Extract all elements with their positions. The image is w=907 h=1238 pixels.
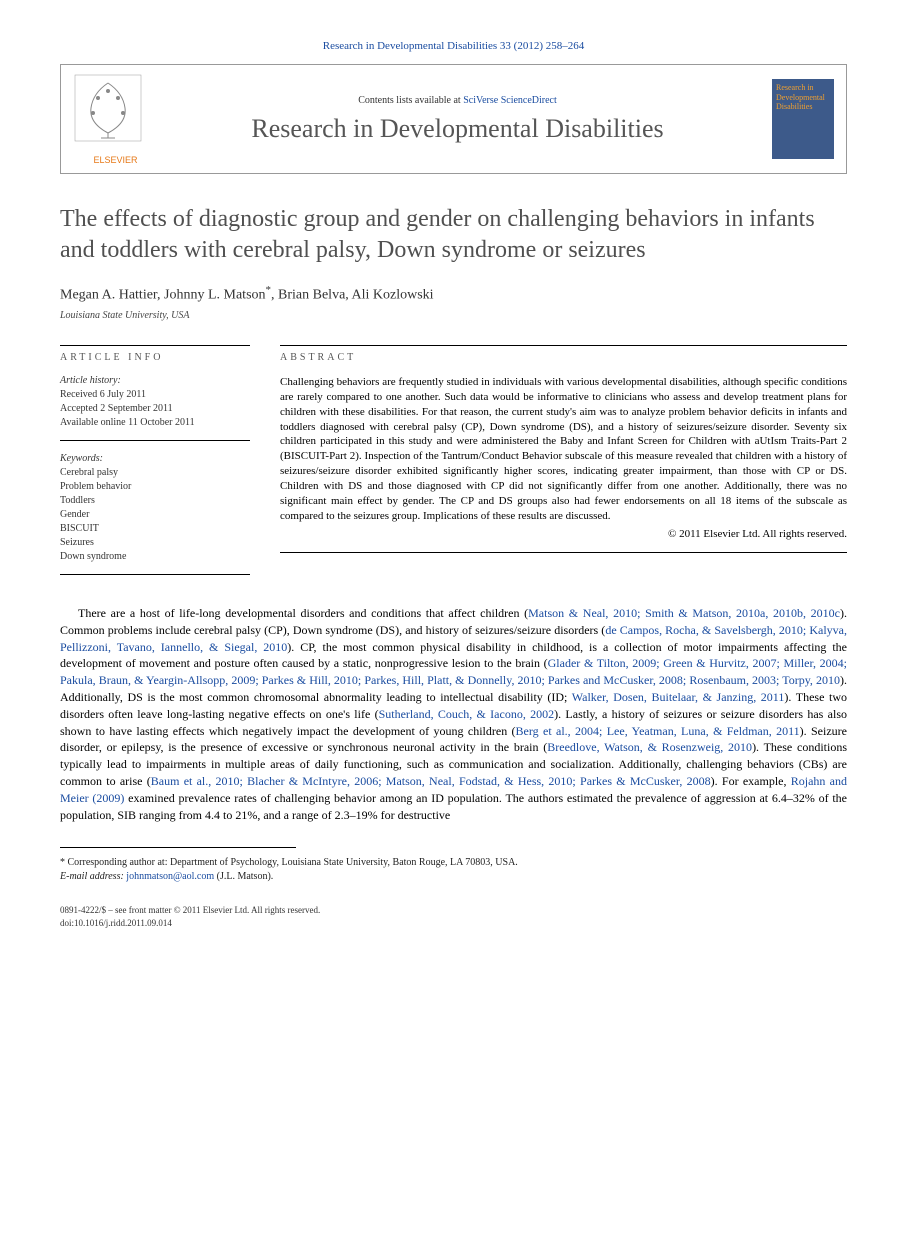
corr-author-address: * Corresponding author at: Department of…	[60, 856, 847, 870]
sciencedirect-link[interactable]: SciVerse ScienceDirect	[463, 95, 557, 106]
contents-prefix: Contents lists available at	[358, 95, 463, 106]
article-history: Article history: Received 6 July 2011 Ac…	[60, 375, 250, 441]
keyword: Seizures	[60, 536, 250, 550]
elsevier-logo-block: ELSEVIER	[73, 73, 158, 165]
keyword: Toddlers	[60, 494, 250, 508]
body-text: ). For example,	[711, 774, 791, 788]
abstract-body: Challenging behaviors are frequently stu…	[280, 376, 847, 522]
received-date: Received 6 July 2011	[60, 388, 250, 402]
journal-header-box: ELSEVIER Contents lists available at Sci…	[60, 64, 847, 174]
keyword: BISCUIT	[60, 522, 250, 536]
keyword: Gender	[60, 508, 250, 522]
journal-cover-thumbnail: Research in Developmental Disabilities	[772, 79, 834, 159]
body-text: examined prevalence rates of challenging…	[60, 791, 847, 822]
history-label: Article history:	[60, 375, 250, 386]
issn-line: 0891-4222/$ – see front matter © 2011 El…	[60, 904, 847, 917]
authors-post: , Brian Belva, Ali Kozlowski	[271, 288, 434, 303]
header-center: Contents lists available at SciVerse Sci…	[158, 95, 757, 144]
affiliation: Louisiana State University, USA	[60, 310, 847, 321]
keywords-block: Keywords: Cerebral palsy Problem behavio…	[60, 453, 250, 575]
abstract-text: Challenging behaviors are frequently stu…	[280, 375, 847, 553]
email-suffix: (J.L. Matson).	[214, 871, 273, 882]
journal-title: Research in Developmental Disabilities	[158, 114, 757, 144]
contents-available-line: Contents lists available at SciVerse Sci…	[158, 95, 757, 106]
citation-link[interactable]: Matson & Neal, 2010; Smith & Matson, 201…	[528, 606, 840, 620]
info-abstract-row: ARTICLE INFO Article history: Received 6…	[60, 345, 847, 575]
article-title: The effects of diagnostic group and gend…	[60, 204, 847, 266]
keywords-label: Keywords:	[60, 453, 250, 464]
keyword: Problem behavior	[60, 480, 250, 494]
publisher-label: ELSEVIER	[73, 155, 158, 165]
authors-pre: Megan A. Hattier, Johnny L. Matson	[60, 288, 266, 303]
author-list: Megan A. Hattier, Johnny L. Matson*, Bri…	[60, 284, 847, 304]
email-line: E-mail address: johnmatson@aol.com (J.L.…	[60, 870, 847, 884]
keyword: Down syndrome	[60, 550, 250, 564]
abstract-column: ABSTRACT Challenging behaviors are frequ…	[280, 345, 847, 575]
email-link[interactable]: johnmatson@aol.com	[126, 871, 214, 882]
journal-reference: Research in Developmental Disabilities 3…	[60, 40, 847, 52]
corresponding-author-footnote: * Corresponding author at: Department of…	[60, 856, 847, 884]
accepted-date: Accepted 2 September 2011	[60, 402, 250, 416]
body-paragraph-1: There are a host of life-long developmen…	[60, 605, 847, 823]
body-text: There are a host of life-long developmen…	[78, 606, 528, 620]
doi-line: doi:10.1016/j.ridd.2011.09.014	[60, 917, 847, 930]
citation-link[interactable]: Berg et al., 2004; Lee, Yeatman, Luna, &…	[516, 724, 800, 738]
elsevier-tree-icon	[73, 73, 143, 153]
abstract-label: ABSTRACT	[280, 345, 847, 363]
article-info-label: ARTICLE INFO	[60, 345, 250, 363]
abstract-copyright: © 2011 Elsevier Ltd. All rights reserved…	[280, 527, 847, 542]
cover-title-text: Research in Developmental Disabilities	[776, 83, 830, 112]
citation-link[interactable]: Baum et al., 2010; Blacher & McIntyre, 2…	[151, 774, 711, 788]
online-date: Available online 11 October 2011	[60, 416, 250, 430]
issn-doi-block: 0891-4222/$ – see front matter © 2011 El…	[60, 904, 847, 929]
footnote-rule	[60, 847, 296, 848]
article-info-column: ARTICLE INFO Article history: Received 6…	[60, 345, 250, 575]
citation-link[interactable]: Sutherland, Couch, & Iacono, 2002	[379, 707, 555, 721]
citation-link[interactable]: Breedlove, Watson, & Rosenzweig, 2010	[547, 740, 752, 754]
keyword: Cerebral palsy	[60, 466, 250, 480]
citation-link[interactable]: Walker, Dosen, Buitelaar, & Janzing, 201…	[572, 690, 785, 704]
email-label: E-mail address:	[60, 871, 126, 882]
